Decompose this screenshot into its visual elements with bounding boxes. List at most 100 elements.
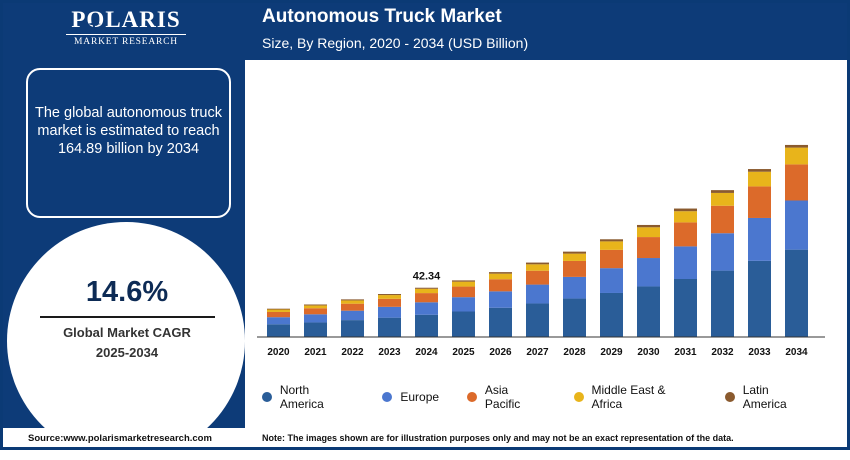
bar-2024-middle-east-africa	[415, 288, 438, 294]
bar-2029-latin-america	[600, 239, 623, 242]
bar-2024-north-america	[415, 314, 438, 337]
bar-2026-asia-pacific	[489, 279, 512, 292]
bar-2027-asia-pacific	[526, 270, 549, 285]
bar-2023-latin-america	[378, 294, 401, 296]
legend-item: Latin America	[724, 383, 814, 411]
bar-2033-asia-pacific	[748, 186, 771, 218]
bar-2021-asia-pacific	[304, 308, 327, 315]
bar-2024-latin-america	[415, 287, 438, 289]
bar-2026-latin-america	[489, 272, 512, 274]
cagr-circle	[7, 222, 245, 460]
bar-2028-europe	[563, 276, 586, 299]
x-tick-label: 2027	[526, 347, 549, 358]
legend-swatch	[262, 392, 272, 402]
legend-label: Europe	[400, 390, 440, 404]
bar-2021-europe	[304, 314, 327, 323]
bar-2032-asia-pacific	[711, 205, 734, 234]
bar-2031-europe	[674, 246, 697, 279]
chart-subtitle: Size, By Region, 2020 - 2034 (USD Billio…	[262, 35, 529, 51]
legend-swatch	[467, 392, 477, 402]
bar-2025-europe	[452, 297, 475, 312]
cagr-divider	[40, 316, 215, 318]
bar-2025-north-america	[452, 311, 475, 337]
bar-2020-middle-east-africa	[267, 309, 290, 312]
legend-item: North America	[262, 383, 354, 411]
cagr-label: Global Market CAGR 2025-2034	[32, 323, 222, 363]
bar-2024-europe	[415, 302, 438, 315]
logo-name: POLARIS	[71, 7, 181, 32]
bar-2023-middle-east-africa	[378, 295, 401, 299]
bar-2032-latin-america	[711, 190, 734, 193]
bar-2030-asia-pacific	[637, 237, 660, 259]
cagr-label-line1: Global Market CAGR	[63, 325, 191, 340]
bar-2034-latin-america	[785, 144, 808, 148]
bar-2023-asia-pacific	[378, 298, 401, 307]
bar-2021-north-america	[304, 322, 327, 337]
legend-swatch	[382, 392, 393, 402]
bar-2031-asia-pacific	[674, 222, 697, 247]
bar-2034-asia-pacific	[785, 164, 808, 201]
bar-2027-latin-america	[526, 262, 549, 265]
legend-swatch	[573, 392, 584, 402]
bar-2028-north-america	[563, 298, 586, 337]
bar-2034-europe	[785, 200, 808, 250]
bar-2028-middle-east-africa	[563, 253, 586, 261]
cagr-value: 14.6%	[85, 276, 169, 308]
stacked-bar-chart: 2020 2021 2022 2023 2024 42.34 2025 2026 2027 202…	[257, 144, 825, 358]
bar-2020-europe	[267, 317, 290, 325]
x-tick-label: 2033	[748, 347, 771, 358]
bar-2021-middle-east-africa	[304, 305, 327, 309]
bar-2030-north-america	[637, 286, 660, 337]
polaris-logo: POLARIS MARKET RESEARCH	[66, 7, 186, 51]
x-tick-label: 2034	[785, 347, 808, 358]
bar-2029-asia-pacific	[600, 249, 623, 269]
bar-2022-middle-east-africa	[341, 300, 364, 304]
bar-2025-middle-east-africa	[452, 281, 475, 287]
x-tick-label: 2031	[674, 347, 697, 358]
x-tick-label: 2026	[489, 347, 512, 358]
legend-label: Asia Pacific	[484, 383, 521, 411]
bar-2022-asia-pacific	[341, 303, 364, 311]
legend-swatch	[724, 392, 735, 402]
bar-2020-latin-america	[267, 308, 290, 310]
footer-bar	[0, 428, 850, 450]
bar-2032-middle-east-africa	[711, 192, 734, 206]
bar-2022-europe	[341, 310, 364, 321]
bar-2030-latin-america	[637, 224, 660, 228]
x-tick-label: 2024	[415, 347, 438, 358]
x-tick-label: 2022	[341, 347, 364, 358]
bar-2032-north-america	[711, 270, 734, 337]
bar-2031-latin-america	[674, 208, 697, 212]
bar-2026-middle-east-africa	[489, 273, 512, 280]
bar-2022-north-america	[341, 320, 364, 337]
bar-2034-north-america	[785, 249, 808, 337]
disclaimer-note: Note: The images shown are for illustrat…	[262, 433, 734, 443]
x-tick-label: 2021	[304, 347, 327, 358]
bar-2026-europe	[489, 291, 512, 308]
bar-2020-north-america	[267, 324, 290, 337]
bar-2020-asia-pacific	[267, 311, 290, 318]
bar-2025-asia-pacific	[452, 286, 475, 298]
chart-title: Autonomous Truck Market	[262, 6, 502, 27]
x-tick-label: 2028	[563, 347, 586, 358]
bar-2033-north-america	[748, 260, 771, 337]
x-tick-label: 2020	[267, 347, 290, 358]
bar-2024-asia-pacific	[415, 293, 438, 303]
bar-2033-middle-east-africa	[748, 171, 771, 187]
bar-2023-europe	[378, 306, 401, 318]
header-bar	[245, 0, 850, 60]
source-text: Source:www.polarismarketresearch.com	[28, 433, 212, 444]
legend-label: North America	[279, 383, 324, 411]
bar-2032-europe	[711, 233, 734, 271]
x-tick-label: 2025	[452, 347, 475, 358]
bar-2027-middle-east-africa	[526, 264, 549, 271]
cagr-label-line2: 2025-2034	[95, 345, 159, 360]
bar-2028-asia-pacific	[563, 260, 586, 277]
bar-2029-middle-east-africa	[600, 241, 623, 250]
bar-2026-north-america	[489, 307, 512, 337]
logo-subtitle: MARKET RESEARCH	[66, 34, 186, 48]
star-icon	[87, 17, 101, 31]
bar-2022-latin-america	[341, 299, 364, 301]
bar-2030-middle-east-africa	[637, 227, 660, 238]
bar-2028-latin-america	[563, 251, 586, 254]
